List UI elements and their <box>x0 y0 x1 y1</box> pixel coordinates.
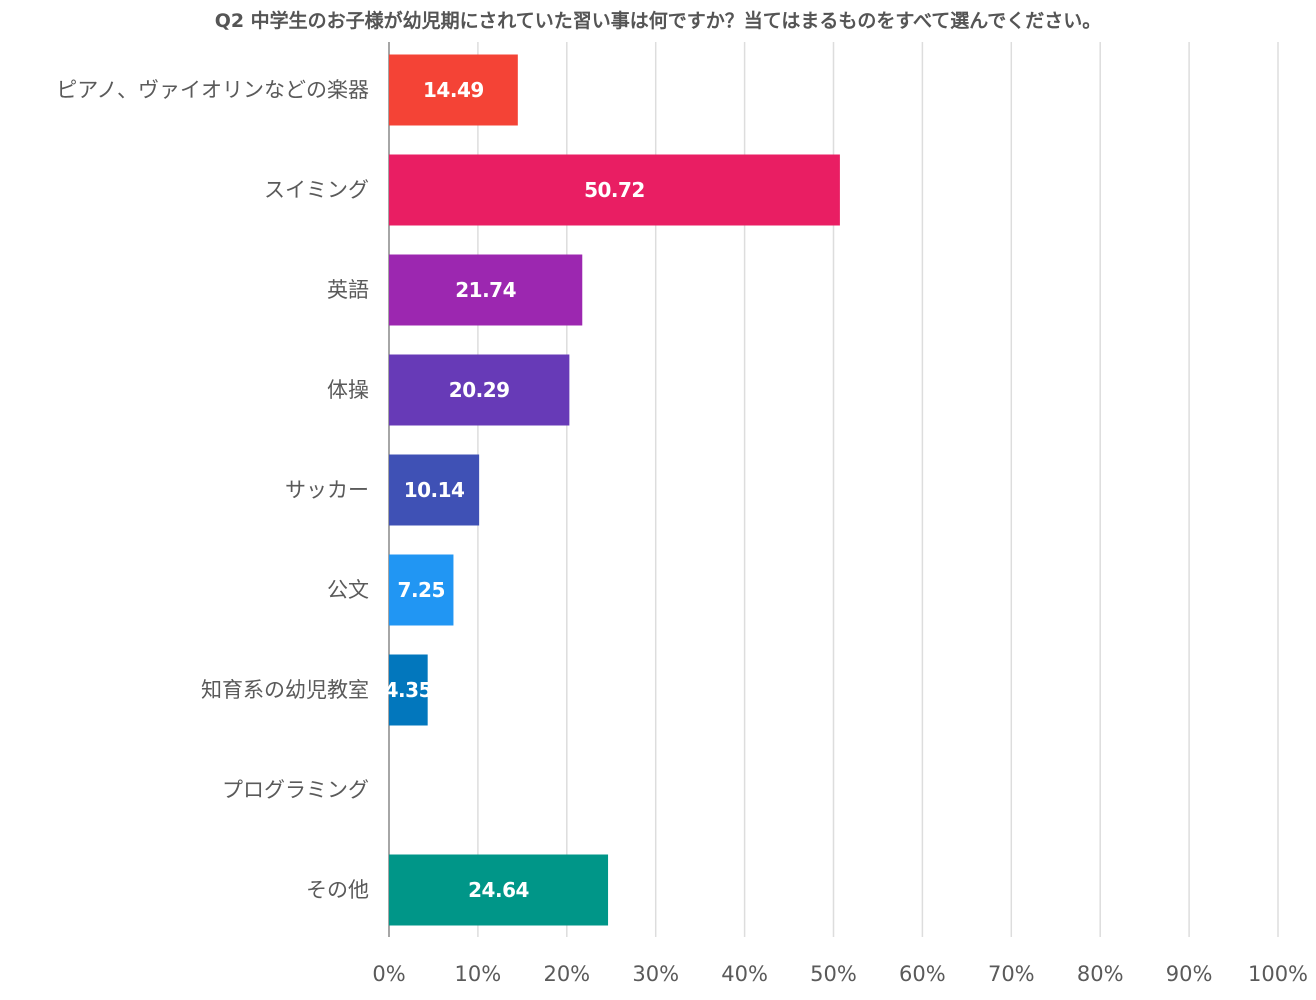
data-label: 50.72 <box>584 178 645 202</box>
data-label: 14.49 <box>423 78 484 102</box>
category-label: スイミング <box>264 178 369 202</box>
category-label: ピアノ、ヴァイオリンなどの楽器 <box>56 78 369 102</box>
x-tick-label: 40% <box>721 962 768 986</box>
x-tick-label: 50% <box>810 962 857 986</box>
x-tick-label: 10% <box>455 962 502 986</box>
bar <box>389 654 428 726</box>
x-tick-label: 30% <box>632 962 679 986</box>
category-label: プログラミング <box>222 778 369 802</box>
category-label: 知育系の幼児教室 <box>201 678 369 702</box>
x-tick-label: 70% <box>988 962 1035 986</box>
x-tick-label: 80% <box>1077 962 1124 986</box>
x-tick-label: 60% <box>899 962 946 986</box>
x-tick-label: 90% <box>1166 962 1213 986</box>
category-labels: ピアノ、ヴァイオリンなどの楽器スイミング英語体操サッカー公文知育系の幼児教室プロ… <box>56 78 369 902</box>
category-label: サッカー <box>285 478 369 502</box>
bar <box>389 254 583 326</box>
category-label: 体操 <box>327 378 369 402</box>
data-label: 7.25 <box>398 578 445 602</box>
data-label: 20.29 <box>449 378 510 402</box>
bar <box>389 854 609 926</box>
tick-labels: 0% 10% 20% 30% 40% 50% 60% 70% 80% 90% 100% <box>372 962 1308 986</box>
bar <box>389 454 480 526</box>
bar-layer <box>389 54 840 926</box>
chart-title: Q2 中学生のお子様が幼児期にされていた習い事は何ですか？当てはまるものをすべて… <box>215 9 1102 32</box>
category-label: その他 <box>306 878 369 902</box>
bar <box>389 354 570 426</box>
category-label: 英語 <box>327 278 369 302</box>
data-label: 24.64 <box>468 878 529 902</box>
bar <box>389 154 840 226</box>
x-tick-label: 20% <box>543 962 590 986</box>
data-label: 10.14 <box>404 478 465 502</box>
bar <box>389 54 518 126</box>
x-tick-label: 0% <box>372 962 405 986</box>
data-label: 21.74 <box>455 278 516 302</box>
bar <box>389 554 454 626</box>
data-label: 4.35 <box>385 678 432 702</box>
data-labels: 14.49 50.72 21.74 20.29 10.14 7.25 4.35 24.64 <box>385 78 646 902</box>
x-tick-label: 100% <box>1248 962 1308 986</box>
category-label: 公文 <box>327 578 369 602</box>
